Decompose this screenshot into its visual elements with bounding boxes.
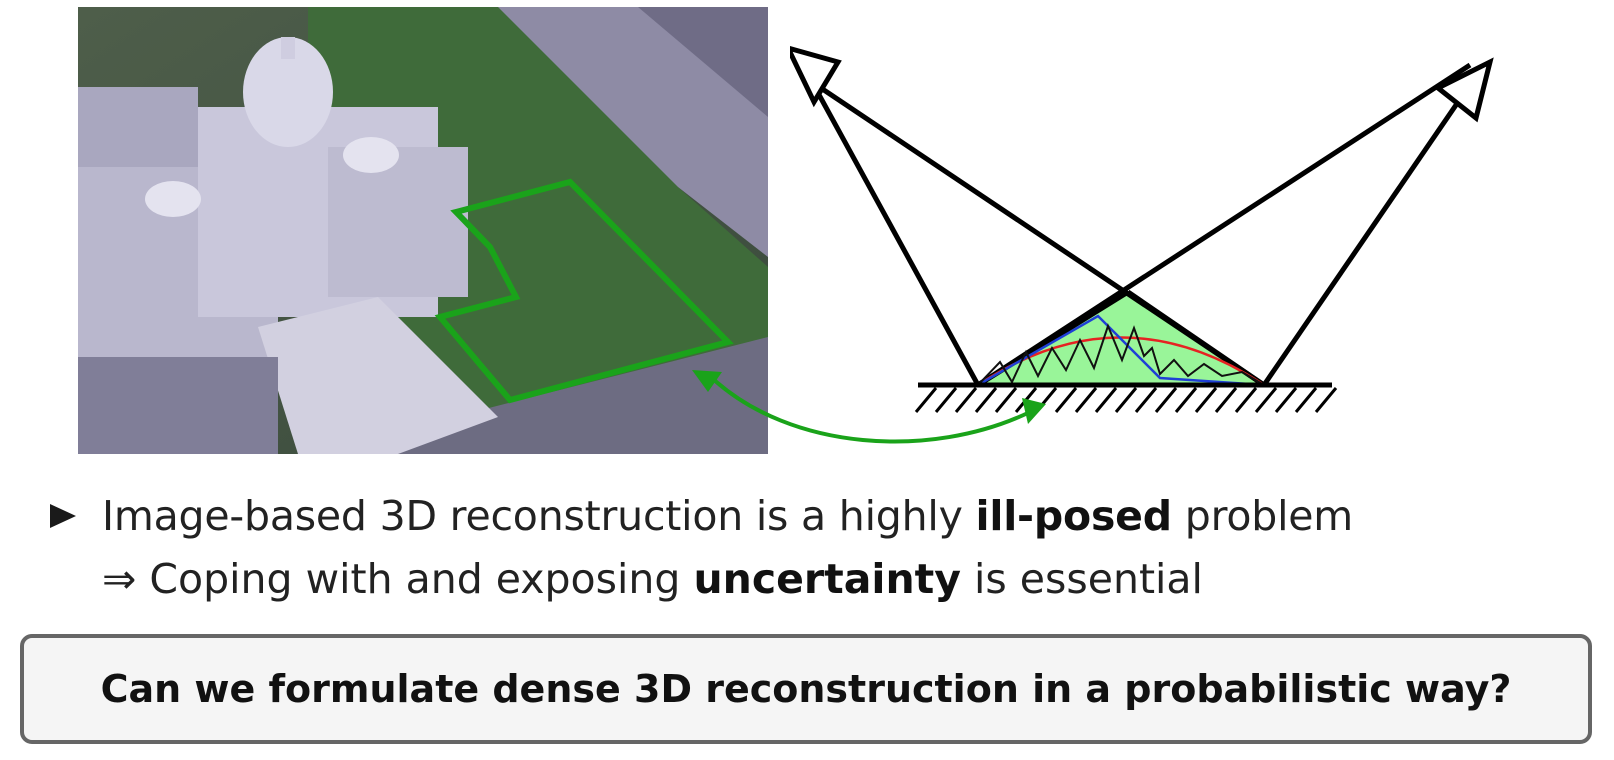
ray-left-up	[797, 58, 981, 387]
aerial-photo-capitol-building	[78, 7, 768, 454]
ground-hatching	[914, 387, 1338, 413]
parking-lot	[498, 7, 768, 257]
region-edge-right	[1126, 289, 1266, 388]
right-arrowhead	[1433, 57, 1494, 123]
question-box: Can we formulate dense 3D reconstruction…	[20, 634, 1592, 744]
left-block	[78, 87, 198, 167]
sub-point-uncertainty: ⇒ Coping with and exposing uncertainty i…	[102, 555, 1203, 603]
line1-bold: ill-posed	[975, 492, 1172, 540]
surface-hypothesis-noisy	[977, 323, 1265, 386]
line1-pre: Image-based 3D reconstruction is a highl…	[102, 492, 976, 540]
plaza	[258, 297, 498, 454]
bullet-triangle-icon	[50, 504, 76, 528]
small-dome-right	[343, 137, 399, 173]
question-text: Can we formulate dense 3D reconstruction…	[100, 667, 1512, 711]
small-dome-left	[145, 181, 201, 217]
ray-right-up	[1261, 68, 1483, 387]
line2-bold: uncertainty	[693, 555, 961, 603]
line1-post: problem	[1171, 492, 1354, 540]
bullet-text: Image-based 3D reconstruction is a highl…	[102, 492, 1353, 540]
bottom-left-lot	[78, 357, 278, 454]
street	[638, 7, 768, 117]
left-arrowhead	[790, 45, 842, 108]
line2-post: is essential	[960, 555, 1203, 603]
selected-region	[434, 178, 734, 404]
surface-hypothesis-blue	[977, 314, 1265, 387]
building-wing-right	[328, 147, 468, 297]
implies-arrow-icon: ⇒	[102, 555, 137, 603]
dome-lantern	[281, 37, 295, 59]
stereo-triangulation-diagram	[790, 45, 1494, 413]
line2-pre: Coping with and exposing	[136, 555, 694, 603]
dome	[243, 37, 333, 147]
